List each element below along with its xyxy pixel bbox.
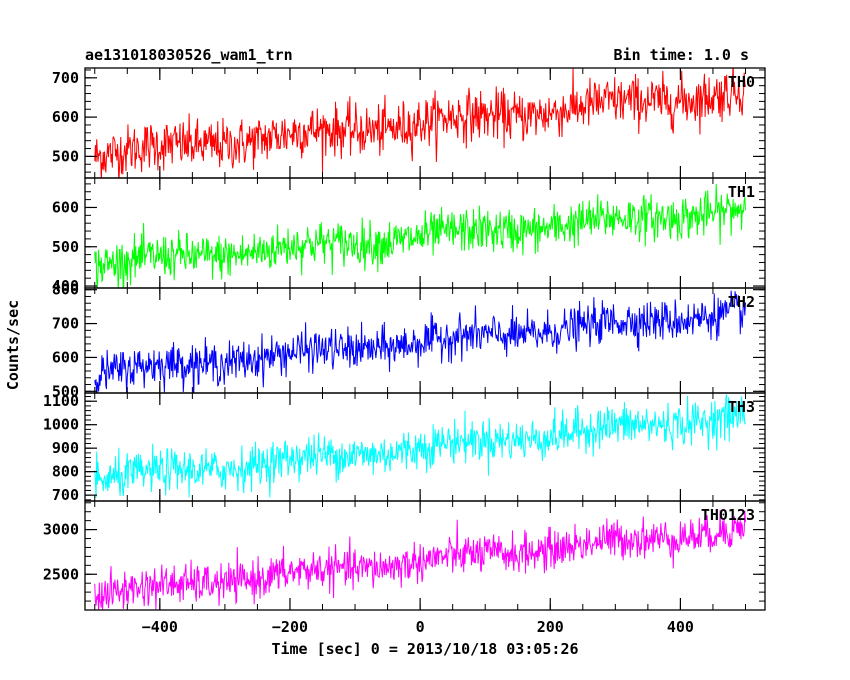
y-tick-label: 800 [52, 281, 79, 299]
y-tick-label: 500 [52, 147, 79, 165]
x-tick-label: 0 [416, 618, 425, 636]
y-tick-label: 2500 [43, 565, 79, 583]
panel-label-th3: TH3 [728, 398, 755, 416]
panel-label-th0123: TH0123 [701, 506, 755, 524]
x-tick-label: 400 [667, 618, 694, 636]
panel-frame [84, 177, 766, 289]
y-tick-label: 600 [52, 198, 79, 216]
panel-frame [84, 500, 766, 611]
panel-th3: 700 800 900 1000 1100 TH3 [43, 392, 766, 504]
chart-title: ae131018030526_wam1_trn [85, 46, 293, 64]
y-tick-label: 700 [52, 315, 79, 333]
x-tick-label: −200 [272, 618, 308, 636]
panel-th0: 500 600 700 TH0 [52, 67, 766, 179]
y-tick-label: 500 [52, 382, 79, 400]
series-line-th2 [94, 290, 746, 393]
series-line-th3 [94, 394, 746, 498]
panel-th1: 400 500 600 TH1 [52, 177, 766, 295]
series-line-th1 [94, 183, 746, 288]
x-axis-label: Time [sec] 0 = 2013/10/18 03:05:26 [271, 640, 578, 658]
y-tick-label: 1000 [43, 416, 79, 434]
series-line-th0123 [94, 509, 746, 610]
y-tick-label: 400 [52, 277, 79, 295]
panel-label-th0: TH0 [728, 73, 755, 91]
y-tick-label: 3000 [43, 521, 79, 539]
panel-th0123: 2500 3000 TH0123 [43, 500, 766, 611]
x-tick-label: −400 [142, 618, 178, 636]
series-line-th0 [94, 68, 746, 178]
y-tick-label: 900 [52, 439, 79, 457]
y-tick-label: 700 [52, 69, 79, 87]
y-tick-label: 1100 [43, 392, 79, 410]
panels-group: 500 600 700 TH0 400 500 600 TH1 500 600 700 800 TH2 7… [43, 67, 766, 636]
y-axis-label: Counts/sec [4, 300, 22, 390]
panel-label-th2: TH2 [728, 293, 755, 311]
panel-th2: 500 600 700 800 TH2 [52, 281, 766, 400]
y-tick-label: 600 [52, 108, 79, 126]
y-tick-label: 600 [52, 348, 79, 366]
y-tick-label: 700 [52, 486, 79, 504]
y-tick-label: 500 [52, 238, 79, 256]
chart-subtitle: Bin time: 1.0 s [614, 46, 749, 64]
x-tick-label: 200 [537, 618, 564, 636]
y-tick-label: 800 [52, 463, 79, 481]
panel-label-th1: TH1 [728, 183, 755, 201]
